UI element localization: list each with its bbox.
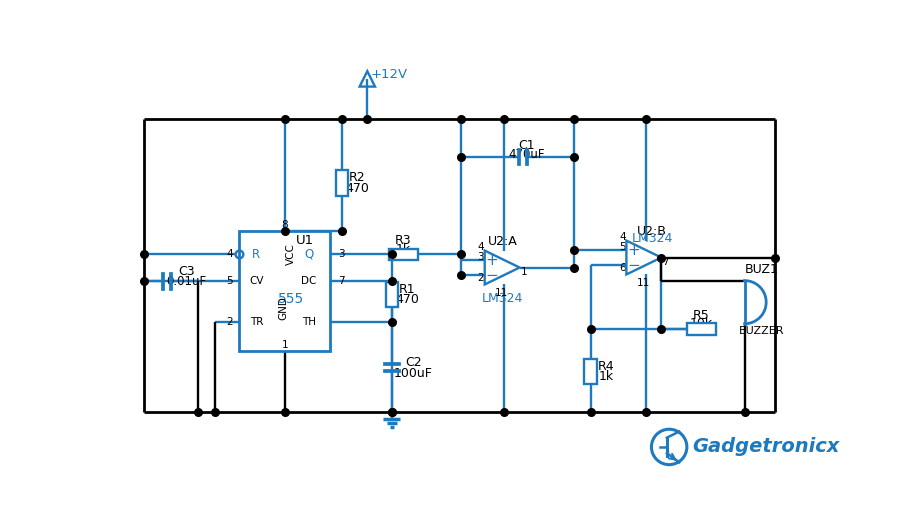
Text: 1: 1	[282, 340, 288, 350]
Text: C3: C3	[178, 265, 194, 278]
Text: 555: 555	[278, 292, 304, 306]
Text: LM324: LM324	[632, 232, 673, 245]
Text: R5: R5	[693, 309, 710, 322]
Text: BUZ1: BUZ1	[744, 263, 778, 276]
Text: 5: 5	[619, 242, 625, 252]
Text: 7: 7	[338, 276, 346, 286]
Text: 100uF: 100uF	[394, 367, 433, 379]
Text: Q: Q	[304, 248, 313, 261]
Text: 470: 470	[395, 294, 419, 306]
Text: VCC: VCC	[286, 243, 296, 266]
Text: TR: TR	[249, 317, 263, 327]
FancyBboxPatch shape	[386, 282, 398, 307]
Text: DC: DC	[302, 276, 317, 286]
FancyBboxPatch shape	[687, 323, 716, 335]
Text: 1: 1	[521, 267, 527, 277]
Text: 1k: 1k	[598, 370, 614, 384]
Text: 5: 5	[226, 276, 233, 286]
Text: U1: U1	[296, 234, 314, 247]
Text: −: −	[627, 258, 640, 273]
Text: U2:B: U2:B	[637, 225, 667, 238]
Text: C2: C2	[405, 355, 422, 369]
Text: 8: 8	[282, 220, 288, 230]
Text: 3: 3	[477, 252, 484, 262]
Text: U2:A: U2:A	[488, 234, 517, 248]
Text: R4: R4	[598, 360, 615, 372]
Text: 0.01uF: 0.01uF	[166, 275, 206, 288]
Text: R2: R2	[349, 171, 365, 184]
FancyBboxPatch shape	[389, 249, 419, 260]
Text: +: +	[486, 253, 499, 268]
Text: −: −	[486, 268, 499, 282]
Text: 7: 7	[662, 257, 669, 267]
Text: +: +	[627, 243, 640, 258]
Text: +12V: +12V	[371, 68, 408, 81]
Text: R3: R3	[395, 234, 412, 247]
Text: 6: 6	[619, 263, 625, 272]
Text: R1: R1	[399, 282, 416, 296]
Text: 470uF: 470uF	[508, 148, 545, 161]
Text: C1: C1	[518, 139, 535, 152]
Text: Gadgetronicx: Gadgetronicx	[692, 437, 840, 457]
Text: 4: 4	[477, 242, 484, 251]
Text: 4: 4	[619, 232, 625, 242]
Text: 470: 470	[346, 182, 369, 195]
Text: 2: 2	[477, 272, 484, 282]
Text: 4: 4	[226, 250, 233, 259]
FancyBboxPatch shape	[239, 231, 330, 351]
FancyBboxPatch shape	[584, 359, 597, 384]
Text: TH: TH	[302, 317, 316, 327]
Text: 11: 11	[636, 278, 650, 288]
Text: 2: 2	[226, 317, 233, 327]
Text: GND: GND	[278, 296, 288, 320]
FancyBboxPatch shape	[336, 170, 348, 196]
Text: 11: 11	[495, 288, 508, 298]
Text: R: R	[252, 248, 260, 261]
Text: 3: 3	[338, 250, 346, 259]
Text: 1k: 1k	[396, 243, 411, 256]
Text: BUZZER: BUZZER	[739, 326, 784, 336]
Text: 10k: 10k	[690, 317, 713, 330]
Text: LM324: LM324	[482, 291, 524, 305]
Text: CV: CV	[249, 276, 264, 286]
